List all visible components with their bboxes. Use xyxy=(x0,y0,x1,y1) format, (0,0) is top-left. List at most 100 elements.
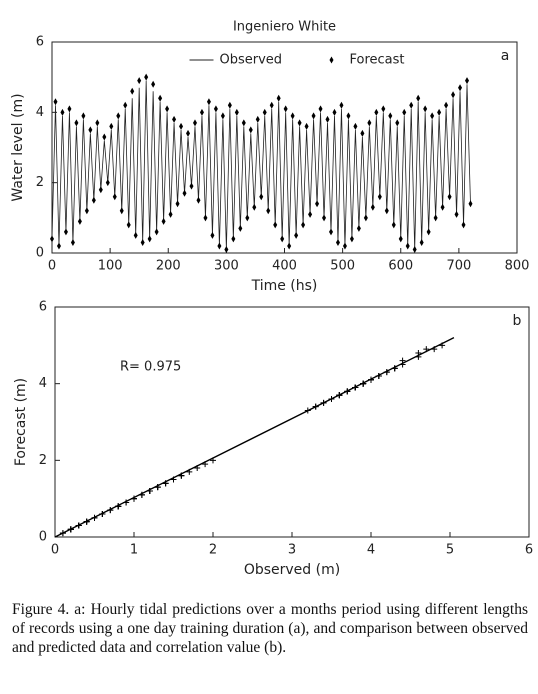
forecast-point xyxy=(210,231,215,239)
forecast-point xyxy=(91,196,96,204)
forecast-point xyxy=(325,115,330,123)
forecast-point xyxy=(342,242,347,250)
forecast-point xyxy=(304,122,309,130)
forecast-point xyxy=(67,105,72,113)
forecast-point xyxy=(419,238,424,246)
forecast-point xyxy=(269,101,274,109)
forecast-point xyxy=(356,224,361,232)
forecast-point xyxy=(266,207,271,215)
forecast-point xyxy=(161,217,166,225)
forecast-point xyxy=(199,108,204,116)
forecast-point xyxy=(102,133,107,141)
x-tick-label: 300 xyxy=(214,259,239,274)
forecast-point xyxy=(119,207,124,215)
forecast-point xyxy=(238,224,243,232)
forecast-point xyxy=(346,112,351,120)
forecast-point xyxy=(217,242,222,250)
forecast-point xyxy=(77,217,82,225)
x-tick-label: 800 xyxy=(505,259,530,274)
y-tick-label: 0 xyxy=(36,246,44,261)
x-tick-label: 0 xyxy=(48,259,56,274)
fit-line xyxy=(54,337,455,538)
forecast-point xyxy=(192,119,197,127)
forecast-point xyxy=(301,221,306,229)
forecast-point xyxy=(112,193,117,201)
forecast-point xyxy=(95,119,100,127)
forecast-point xyxy=(381,105,386,113)
forecast-point xyxy=(468,200,473,208)
x-tick-label: 200 xyxy=(156,259,181,274)
forecast-point xyxy=(196,196,201,204)
forecast-point xyxy=(465,77,470,85)
forecast-point xyxy=(213,105,218,113)
forecast-point xyxy=(56,242,61,250)
panel-label: a xyxy=(501,48,510,64)
forecast-point xyxy=(137,77,142,85)
x-tick-label: 6 xyxy=(525,543,533,558)
forecast-point xyxy=(451,91,456,99)
forecast-point xyxy=(332,108,337,116)
forecast-point xyxy=(294,231,299,239)
y-tick-label: 6 xyxy=(36,35,44,50)
forecast-point xyxy=(140,238,145,246)
forecast-point xyxy=(423,105,428,113)
forecast-point xyxy=(252,203,257,211)
forecast-point xyxy=(353,122,358,130)
forecast-point xyxy=(416,94,421,102)
forecast-point xyxy=(461,221,466,229)
forecast-point xyxy=(391,221,396,229)
forecast-point xyxy=(130,87,135,95)
forecast-point xyxy=(154,228,159,236)
caption: Figure 4. a: Hourly tidal predictions ov… xyxy=(12,601,528,656)
forecast-point xyxy=(245,214,250,222)
forecast-point xyxy=(144,73,149,81)
forecast-point xyxy=(409,101,414,109)
forecast-point xyxy=(426,228,431,236)
x-tick-label: 500 xyxy=(330,259,355,274)
forecast-point xyxy=(189,182,194,190)
forecast-point xyxy=(395,119,400,127)
forecast-point xyxy=(109,122,114,130)
forecast-point xyxy=(318,105,323,113)
forecast-point xyxy=(402,108,407,116)
forecast-point xyxy=(158,94,163,102)
y-tick-label: 0 xyxy=(39,530,47,545)
forecast-point xyxy=(430,112,435,120)
forecast-point xyxy=(262,108,267,116)
x-tick-label: 400 xyxy=(272,259,297,274)
forecast-point xyxy=(60,108,65,116)
forecast-point xyxy=(63,228,68,236)
legend-swatch xyxy=(329,56,334,64)
x-tick-label: 100 xyxy=(98,259,123,274)
forecast-point xyxy=(329,228,333,236)
forecast-point xyxy=(335,238,340,246)
forecast-point xyxy=(151,80,156,88)
forecast-point xyxy=(241,119,246,127)
x-tick-label: 700 xyxy=(446,259,471,274)
forecast-point xyxy=(311,112,316,120)
forecast-point xyxy=(273,221,278,229)
forecast-point xyxy=(412,245,417,253)
forecast-point xyxy=(50,235,54,243)
forecast-point xyxy=(231,235,236,243)
x-tick-label: 0 xyxy=(51,543,59,558)
x-tick-label: 4 xyxy=(367,543,375,558)
x-tick-label: 5 xyxy=(446,543,454,558)
forecast-point xyxy=(70,238,75,246)
forecast-point xyxy=(374,108,379,116)
forecast-point xyxy=(182,189,187,197)
forecast-point xyxy=(280,235,285,243)
y-tick-label: 6 xyxy=(39,300,47,315)
forecast-point xyxy=(444,101,449,109)
forecast-point xyxy=(88,126,93,134)
forecast-point xyxy=(175,200,180,208)
forecast-point xyxy=(74,119,79,127)
x-tick-label: 600 xyxy=(388,259,413,274)
forecast-point xyxy=(179,122,184,130)
forecast-point xyxy=(440,203,445,211)
forecast-point xyxy=(172,115,177,123)
y-tick-label: 4 xyxy=(36,105,44,120)
x-axis-label: Observed (m) xyxy=(244,562,340,578)
forecast-point xyxy=(276,94,281,102)
